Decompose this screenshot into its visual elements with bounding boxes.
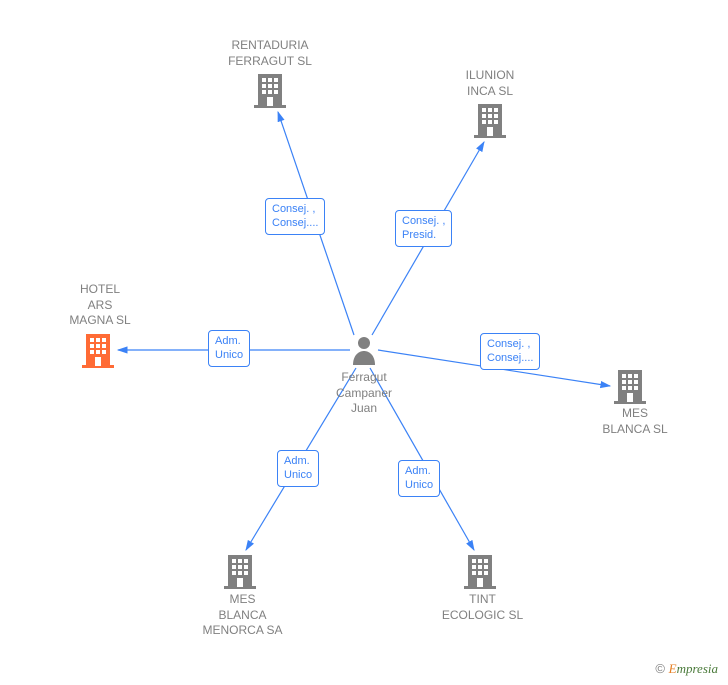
- building-icon-menorca[interactable]: [224, 553, 256, 589]
- brand-letter: E: [669, 661, 677, 676]
- edge-label-0: Consej. , Consej....: [265, 198, 325, 235]
- node-label-ilunion: ILUNION INCA SL: [455, 68, 525, 99]
- watermark: © Empresia: [655, 661, 718, 677]
- edge-label-3: Consej. , Consej....: [480, 333, 540, 370]
- building-icon-mesblanca[interactable]: [614, 368, 646, 404]
- edge-label-4: Adm. Unico: [277, 450, 319, 487]
- node-label-hotel: HOTEL ARS MAGNA SL: [60, 282, 140, 329]
- edge-label-1: Consej. , Presid.: [395, 210, 452, 247]
- building-icon-hotel[interactable]: [82, 332, 114, 368]
- edge-label-2: Adm. Unico: [208, 330, 250, 367]
- diagram-canvas: Ferragut Campaner Juan RENTADURIA FERRAGU…: [0, 0, 728, 685]
- building-icon-tint[interactable]: [464, 553, 496, 589]
- copyright-symbol: ©: [655, 661, 665, 676]
- node-label-rentaduria: RENTADURIA FERRAGUT SL: [210, 38, 330, 69]
- person-icon-center[interactable]: [351, 335, 377, 365]
- edge-label-5: Adm. Unico: [398, 460, 440, 497]
- node-label-tint: TINT ECOLOGIC SL: [435, 592, 530, 623]
- brand-rest: mpresia: [677, 661, 718, 676]
- node-label-menorca: MES BLANCA MENORCA SA: [195, 592, 290, 639]
- center-label: Ferragut Campaner Juan: [334, 370, 394, 417]
- building-icon-ilunion[interactable]: [474, 102, 506, 138]
- building-icon-rentaduria[interactable]: [254, 72, 286, 108]
- node-label-mesblanca: MES BLANCA SL: [595, 406, 675, 437]
